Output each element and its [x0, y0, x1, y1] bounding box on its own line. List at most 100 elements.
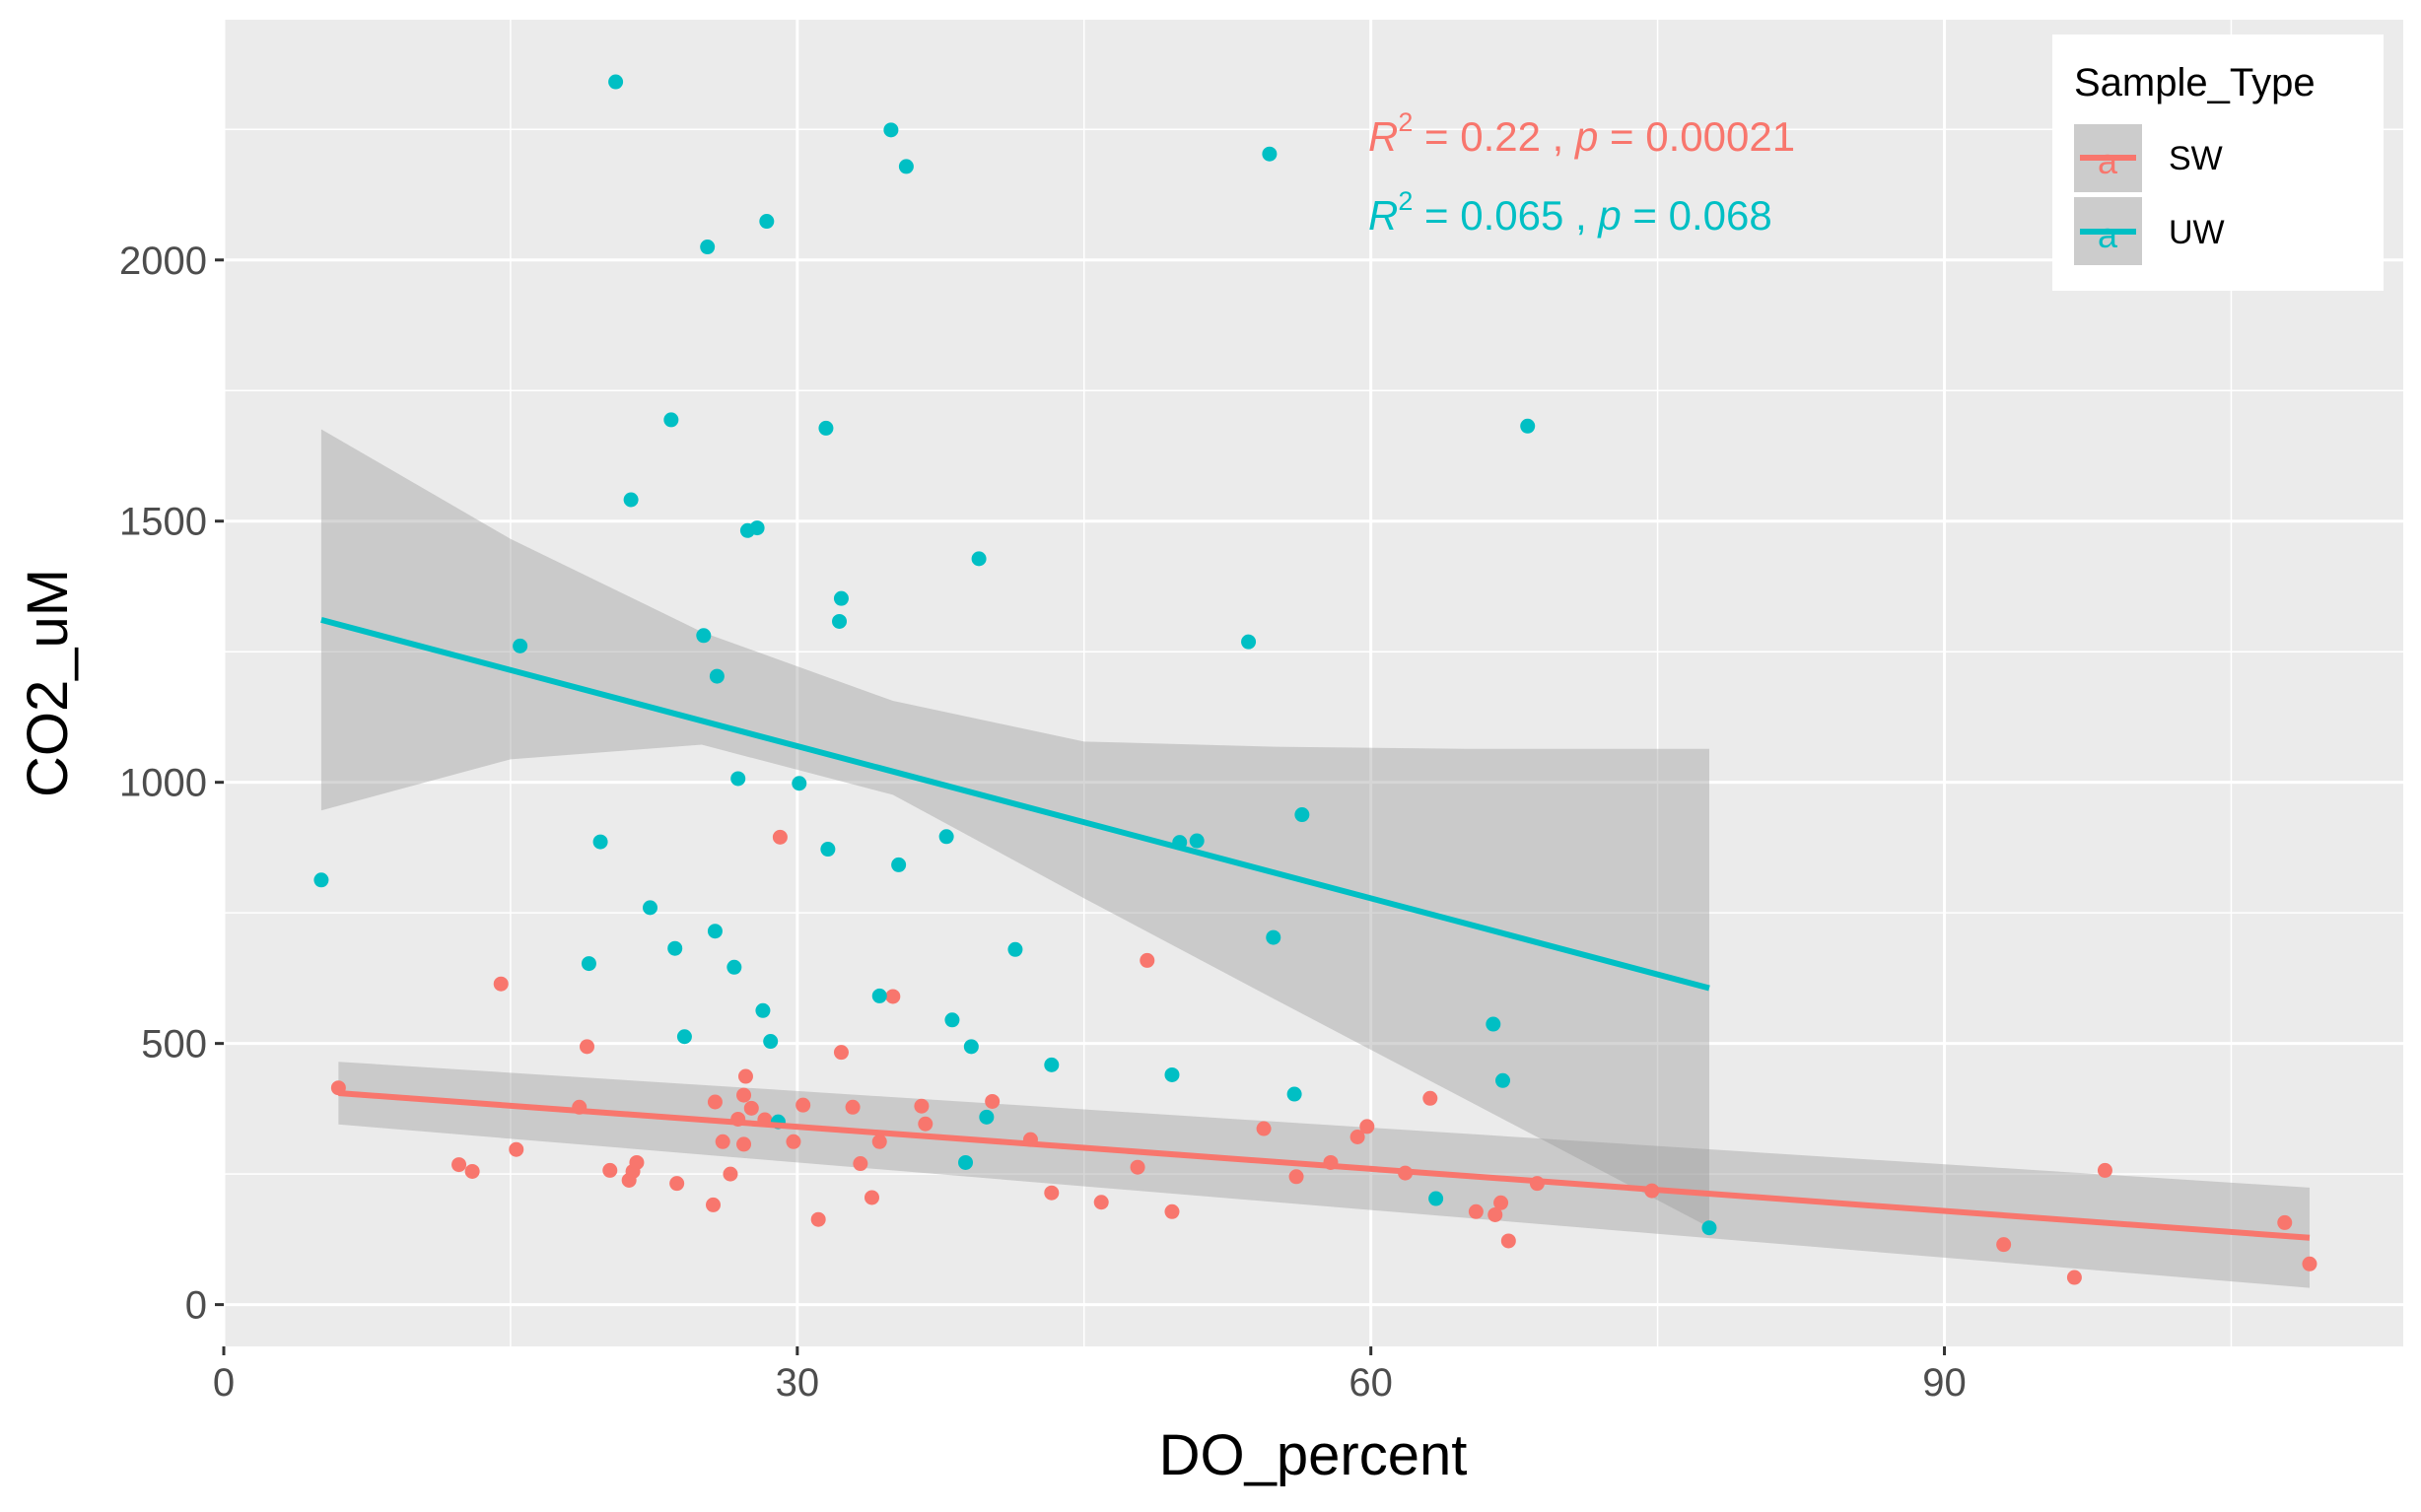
uw-r2-value: 0.065 [1460, 192, 1563, 239]
data-point-uw [759, 214, 775, 230]
data-point-uw [667, 940, 683, 956]
data-point-uw [832, 613, 848, 629]
data-point-uw [938, 829, 954, 845]
data-point-sw [914, 1098, 930, 1114]
data-point-uw [663, 412, 679, 428]
data-point-sw [1256, 1121, 1272, 1136]
data-point-sw [1130, 1159, 1145, 1175]
data-point-uw [1428, 1191, 1444, 1206]
data-point-uw [1007, 941, 1023, 957]
data-point-uw [755, 1002, 771, 1018]
confidence-ribbons [320, 429, 2310, 1288]
data-point-sw [715, 1134, 730, 1149]
data-point-uw [1495, 1072, 1511, 1088]
data-point-sw [885, 989, 901, 1004]
data-point-sw [736, 1136, 752, 1152]
data-point-uw [1486, 1016, 1501, 1032]
data-point-uw [871, 988, 887, 1003]
data-point-uw [963, 1039, 979, 1055]
data-point-uw [608, 74, 624, 90]
data-point-uw [1164, 1066, 1180, 1082]
data-point-uw [958, 1154, 974, 1170]
data-point-uw [818, 420, 834, 436]
data-point-sw [1093, 1195, 1109, 1210]
data-point-sw [723, 1166, 738, 1182]
regression-line-uw [320, 616, 1710, 992]
data-point-uw [944, 1012, 960, 1028]
data-point-sw [795, 1097, 811, 1113]
data-point-uw [1520, 418, 1536, 434]
data-point-uw [1294, 807, 1310, 823]
data-point-sw [864, 1190, 879, 1205]
data-point-sw [464, 1163, 480, 1179]
y-tick-label: 2000 [119, 240, 207, 283]
data-point-uw [700, 240, 716, 255]
data-point-uw [883, 122, 899, 138]
data-point-uw [623, 492, 639, 508]
legend-key-sw-glyph: a [2098, 141, 2118, 181]
ci-ribbon-sw [338, 1062, 2310, 1288]
data-point-uw [1266, 929, 1281, 945]
data-point-sw [629, 1154, 645, 1170]
data-point-uw [707, 924, 723, 939]
y-tick-label: 1000 [119, 762, 207, 805]
data-point-sw [1044, 1185, 1060, 1201]
legend-title: Sample_Type [2074, 61, 2316, 104]
data-point-uw [676, 1029, 692, 1045]
y-axis-title: CO2_uM [16, 569, 80, 797]
data-point-sw [985, 1093, 1001, 1109]
data-point-sw [1996, 1237, 2012, 1253]
x-tick-label: 0 [213, 1361, 235, 1405]
data-point-uw [1189, 833, 1205, 849]
sw-annotation: R2 = 0.22 , p = 0.00021 [1368, 107, 1795, 160]
sw-r2-value: 0.22 [1460, 113, 1541, 160]
data-point-sw [669, 1176, 685, 1192]
uw-p-value: 0.068 [1669, 192, 1772, 239]
x-tick-label: 30 [776, 1361, 820, 1405]
legend-key-uw-glyph: a [2098, 215, 2118, 255]
y-tick-label: 500 [141, 1023, 207, 1066]
data-point-uw [1701, 1220, 1717, 1236]
data-point-uw [730, 771, 746, 787]
data-point-uw [726, 959, 742, 975]
legend-label-uw: UW [2169, 214, 2225, 251]
sw-p-value: 0.00021 [1645, 113, 1795, 160]
data-point-sw [786, 1134, 801, 1149]
data-point-sw [1288, 1169, 1304, 1185]
data-point-sw [580, 1039, 594, 1055]
data-point-uw [696, 628, 712, 644]
data-point-sw [493, 976, 509, 992]
legend: Sample_Type a SW a UW [2052, 34, 2384, 291]
legend-item-uw: a UW [2074, 197, 2225, 265]
minor-gridlines [224, 20, 2403, 1346]
data-point-sw [602, 1162, 618, 1178]
data-point-sw [1487, 1206, 1503, 1222]
data-point-sw [1422, 1090, 1438, 1106]
data-point-uw [581, 956, 596, 972]
data-point-uw [513, 638, 528, 653]
data-point-uw [749, 520, 765, 536]
regression-line-sw [338, 1089, 2311, 1241]
data-point-sw [772, 829, 788, 845]
uw-annotation: R2 = 0.065 , p = 0.068 [1368, 186, 1772, 239]
data-point-sw [1468, 1203, 1484, 1219]
data-point-uw [971, 551, 987, 567]
legend-item-sw: a SW [2074, 124, 2223, 192]
data-point-uw [709, 668, 725, 684]
data-point-sw [833, 1045, 849, 1061]
data-point-uw [763, 1034, 779, 1050]
data-point-sw [736, 1087, 752, 1103]
data-point-sw [707, 1094, 723, 1110]
plot-panel [224, 20, 2403, 1346]
data-point-uw [592, 834, 608, 850]
data-point-uw [833, 590, 849, 606]
legend-label-sw: SW [2169, 140, 2223, 177]
data-point-uw [792, 776, 807, 791]
data-point-sw [706, 1197, 722, 1212]
ci-ribbon-uw [320, 429, 1709, 1228]
data-point-sw [1349, 1130, 1365, 1145]
data-point-sw [2302, 1256, 2317, 1271]
data-points [313, 74, 2317, 1285]
data-point-sw [845, 1099, 861, 1115]
